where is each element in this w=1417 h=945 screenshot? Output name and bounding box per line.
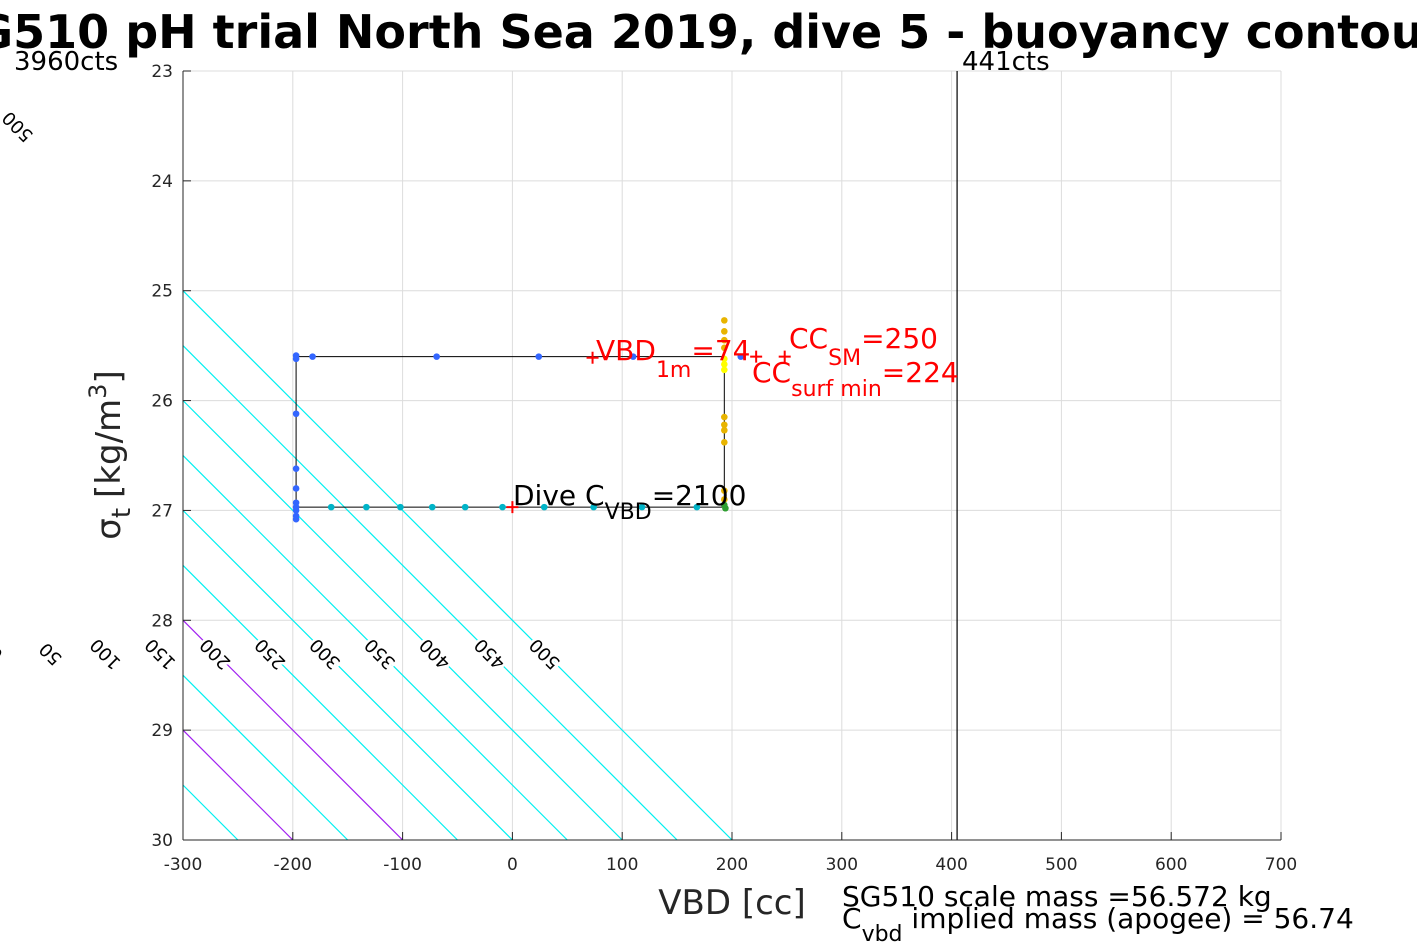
data-point bbox=[363, 503, 370, 511]
data-point bbox=[292, 515, 300, 523]
data-point bbox=[721, 496, 728, 503]
x-tick-label: 200 bbox=[716, 855, 748, 875]
annotation-ccsurf: CCsurf min=224 bbox=[752, 356, 959, 402]
data-point bbox=[693, 503, 701, 511]
x-axis-label: VBD [cc] bbox=[658, 883, 806, 923]
y-tick-label: 23 bbox=[151, 62, 173, 82]
contour-line-200 bbox=[183, 619, 404, 840]
x-tick-label: 600 bbox=[1155, 855, 1187, 875]
data-point bbox=[721, 344, 728, 352]
y-tick-label: 28 bbox=[151, 611, 173, 631]
data-point bbox=[629, 353, 637, 360]
contour-line-500 bbox=[183, 289, 733, 840]
y-tick-label: 30 bbox=[151, 831, 173, 851]
data-point bbox=[721, 426, 728, 434]
data-point bbox=[292, 507, 300, 514]
corner-left-counts: 3960cts bbox=[14, 47, 118, 77]
x-tick-label: 0 bbox=[507, 855, 518, 875]
data-point bbox=[721, 361, 728, 368]
data-point bbox=[292, 485, 300, 492]
contour-label-bottom-0: 0 bbox=[0, 642, 7, 665]
annotation-vbd1m: VBD1m=74 bbox=[596, 334, 750, 383]
data-point bbox=[721, 413, 728, 421]
x-tick-label: -100 bbox=[383, 855, 422, 875]
data-point bbox=[721, 487, 728, 494]
contour-label-bottom-100: 100 bbox=[86, 634, 125, 673]
contour-label-top-500: 500 bbox=[0, 107, 38, 146]
data-point bbox=[535, 353, 543, 360]
data-points bbox=[292, 317, 745, 523]
x-tick-label: 500 bbox=[1045, 855, 1077, 875]
footer-implied-mass: Cvbd implied mass (apogee) = 56.74 bbox=[842, 902, 1354, 945]
red-plus-marker bbox=[506, 501, 519, 514]
data-point bbox=[428, 503, 436, 511]
data-point bbox=[590, 503, 597, 511]
x-tick-label: -300 bbox=[164, 855, 203, 875]
contour-line--100 bbox=[0, 71, 73, 840]
data-point bbox=[309, 353, 316, 360]
contour-label-bottom-150: 150 bbox=[141, 634, 180, 673]
data-point bbox=[433, 353, 440, 360]
contour-line-250 bbox=[183, 564, 458, 840]
data-point bbox=[721, 366, 728, 374]
x-tick-label: -200 bbox=[274, 855, 313, 875]
x-tick-label: 700 bbox=[1265, 855, 1297, 875]
data-point bbox=[292, 465, 300, 472]
contour-label-bottom-50: 50 bbox=[35, 638, 66, 669]
x-axis-ticks: -300 -200 -100 0 100 200 300 400 500 600 700 bbox=[164, 832, 1297, 875]
y-tick-label: 24 bbox=[151, 172, 173, 192]
x-tick-label: 100 bbox=[606, 855, 638, 875]
data-point bbox=[461, 503, 469, 511]
data-point bbox=[721, 439, 728, 446]
red-plus-marker bbox=[778, 350, 791, 363]
red-plus-marker bbox=[586, 351, 599, 364]
data-point bbox=[721, 336, 728, 344]
contour-line-300 bbox=[183, 509, 513, 840]
red-plus-marker bbox=[750, 350, 763, 363]
contour-line--150 bbox=[0, 71, 18, 840]
y-tick-label: 26 bbox=[151, 392, 173, 412]
data-point bbox=[292, 410, 300, 418]
footer-scale-mass: SG510 scale mass =56.572 kg bbox=[842, 880, 1272, 913]
y-axis-ticks: 23 24 25 26 27 28 29 30 bbox=[151, 62, 191, 851]
x-tick-label: 400 bbox=[935, 855, 967, 875]
x-tick-label: 300 bbox=[826, 855, 858, 875]
contour-line-450 bbox=[183, 344, 678, 840]
data-point bbox=[327, 503, 335, 511]
data-point bbox=[292, 355, 300, 363]
contour-line-350 bbox=[183, 454, 568, 840]
red-markers bbox=[506, 350, 791, 514]
data-point bbox=[721, 421, 728, 429]
annotation-ccsm: CCSM=250 bbox=[789, 322, 938, 371]
chart-title: SG510 pH trial North Sea 2019, dive 5 - … bbox=[0, 5, 1417, 59]
data-point bbox=[721, 355, 728, 363]
data-point bbox=[721, 328, 728, 335]
buoyancy-contours bbox=[0, 71, 733, 840]
y-tick-label: 25 bbox=[151, 282, 173, 302]
data-point bbox=[499, 503, 506, 511]
y-tick-label: 29 bbox=[151, 721, 173, 741]
data-point bbox=[540, 503, 548, 511]
contour-line-400 bbox=[183, 399, 623, 840]
data-point bbox=[397, 503, 404, 511]
data-point bbox=[638, 503, 646, 511]
data-point bbox=[722, 504, 729, 512]
contour-line-150 bbox=[183, 674, 349, 840]
y-tick-label: 27 bbox=[151, 501, 173, 521]
data-point bbox=[737, 353, 745, 360]
data-point bbox=[721, 317, 728, 324]
y-axis-label: σt[kg/m3] bbox=[84, 370, 137, 539]
annotation-dive-cvbd: Dive CVBD=2100 bbox=[513, 479, 746, 525]
